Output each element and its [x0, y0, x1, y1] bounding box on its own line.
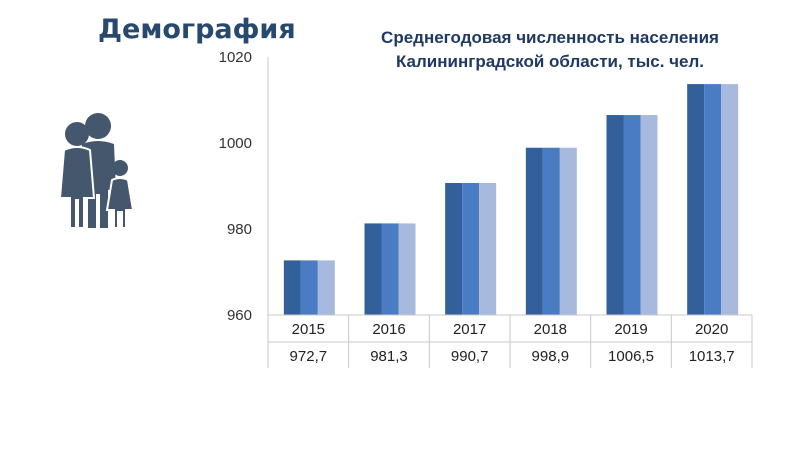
slide-title: Демография — [98, 14, 296, 45]
x-tick-label: 2018 — [534, 321, 567, 338]
bar-2016-2 — [381, 223, 399, 315]
y-tick-label: 980 — [227, 221, 252, 238]
chart-title: Среднегодовая численность населения Кали… — [350, 26, 750, 74]
chart-title-line-2: Калининградской области, тыс. чел. — [395, 52, 705, 71]
x-tick-label: 2017 — [453, 321, 486, 338]
family-icon — [58, 113, 135, 229]
x-tick-label: 2016 — [372, 321, 405, 338]
bar-2017-3 — [479, 182, 497, 315]
data-value-label: 972,7 — [290, 348, 328, 365]
bar-2019-3 — [640, 115, 658, 315]
bar-2018-3 — [559, 147, 577, 315]
bar-2018-1 — [525, 147, 543, 315]
x-tick-label: 2019 — [614, 321, 647, 338]
bar-2019-1 — [606, 115, 624, 315]
y-tick-label: 960 — [227, 307, 252, 324]
y-tick-label: 1000 — [219, 135, 252, 152]
x-tick-label: 2020 — [695, 321, 728, 338]
bar-2020-1 — [687, 84, 705, 315]
bar-2016-3 — [398, 223, 416, 315]
data-value-label: 1013,7 — [689, 348, 735, 365]
bar-2015-1 — [283, 260, 301, 315]
data-value-label: 1006,5 — [608, 348, 654, 365]
bar-2020-3 — [721, 84, 739, 315]
data-value-label: 990,7 — [451, 348, 489, 365]
x-tick-label: 2015 — [292, 321, 325, 338]
bar-2017-1 — [445, 182, 463, 315]
bar-2015-3 — [317, 260, 335, 315]
chart-title-line-1: Среднегодовая численность населения — [381, 28, 719, 47]
data-value-label: 998,9 — [532, 348, 570, 365]
data-value-label: 981,3 — [370, 348, 408, 365]
bar-2019-2 — [623, 115, 641, 315]
bar-2018-2 — [542, 147, 560, 315]
bar-2017-2 — [462, 182, 480, 315]
bar-2020-2 — [704, 84, 722, 315]
bar-2016-1 — [364, 223, 382, 315]
bar-2015-2 — [300, 260, 318, 315]
y-tick-label: 1020 — [219, 49, 252, 66]
